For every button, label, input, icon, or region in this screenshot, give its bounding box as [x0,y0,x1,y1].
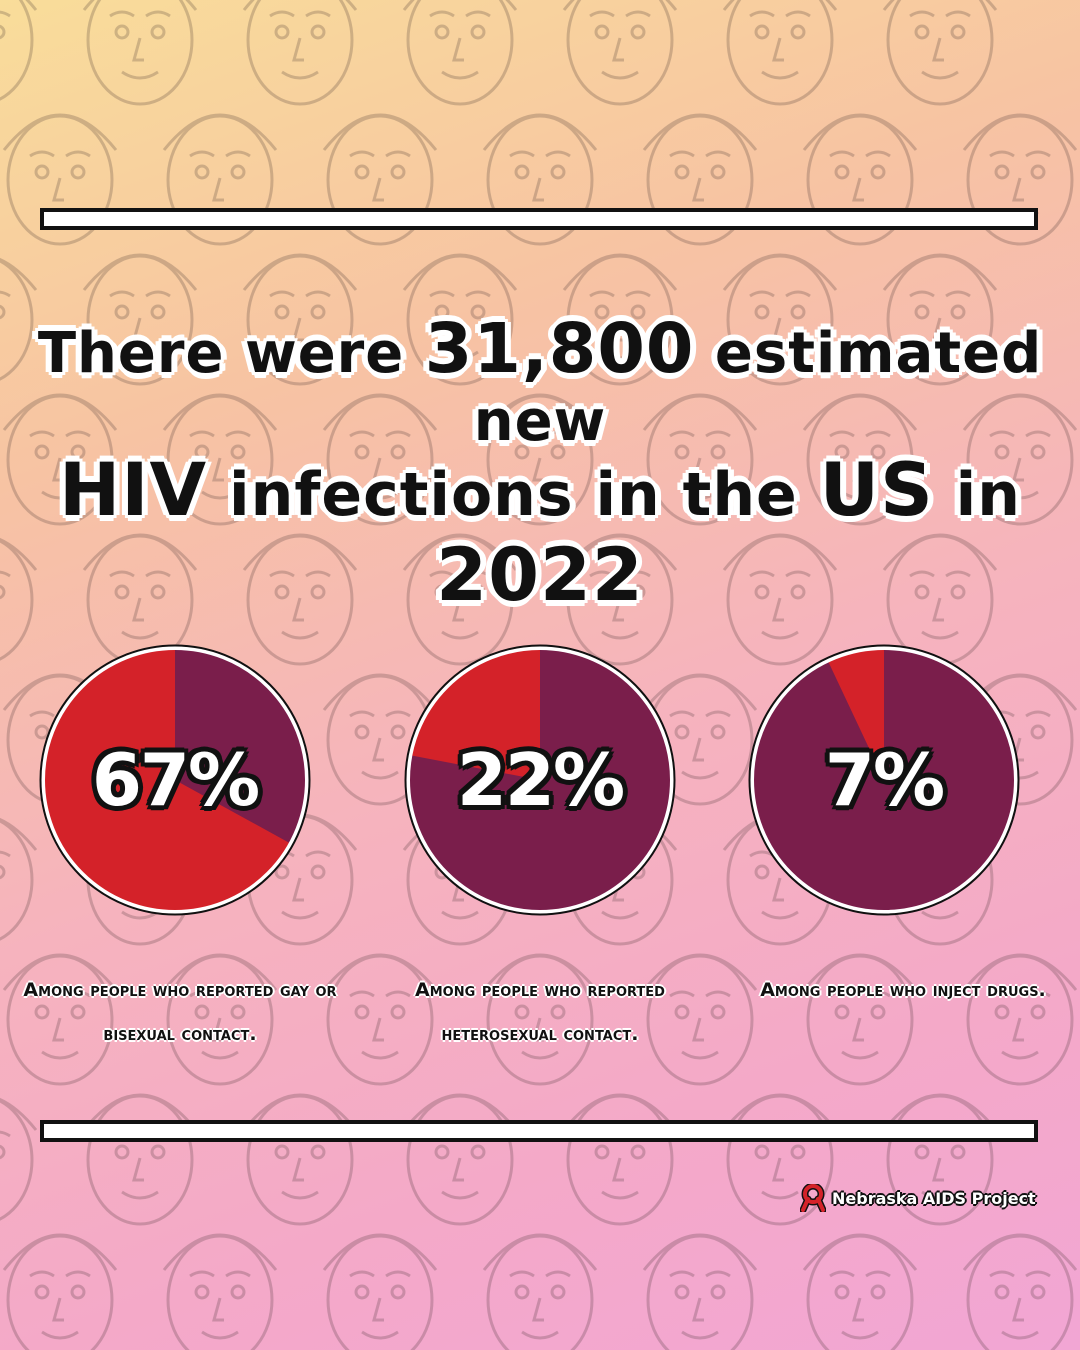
doodle-face [242,1093,358,1226]
pie-chart-2: 22% [403,643,677,917]
pie-slice-highlight-2 [410,648,540,780]
doodle-face [322,1233,438,1350]
pie-chart-3: 7% [747,643,1021,917]
doodle-face [242,253,358,386]
doodle-face [562,1093,678,1226]
doodle-face [722,0,838,106]
doodle-face [0,0,38,101]
pie-svg-3 [748,644,1020,916]
doodle-face [882,0,998,106]
headline-line-2: HIV infections in the US in 2022 [0,448,1080,618]
doodle-face [482,953,598,1086]
doodle-face [0,1097,38,1221]
doodle-face [82,253,198,386]
doodle-face [482,393,598,526]
doodle-face [882,253,998,386]
doodle-face [0,817,38,941]
doodle-face [802,393,918,526]
doodle-face [322,953,438,1086]
caption-1: Among people who reported gay or bisexua… [0,968,360,1056]
doodle-face [162,113,278,246]
doodle-face [962,953,1078,1086]
caption-1-line-1: Among people who reported gay or [23,979,337,1001]
caption-3-line-1: Among people who inject drugs. [760,979,1046,1001]
headline-text-2: estimated new [473,321,1043,454]
doodle-face [82,0,198,106]
pie-ring-outer-2 [404,644,676,916]
pie-chart-1: 67% [38,643,312,917]
headline-text-1: There were [37,321,405,386]
doodle-face [722,533,838,666]
pie-ring-outer-1 [39,644,311,916]
caption-2-line-1: Among people who reported [415,979,665,1001]
red-ribbon-icon [800,1184,826,1212]
pie-slice-highlight-3 [827,648,884,780]
pie-ring-inner-3 [750,646,1018,914]
pie-ring-inner-1 [41,646,309,914]
doodle-face [2,1233,118,1350]
headline-us: US [819,448,934,533]
doodle-face [0,537,38,661]
pie-svg-2 [404,644,676,916]
doodle-face [82,533,198,666]
headline-number: 31,800 [424,310,695,389]
doodle-face [802,1233,918,1350]
doodle-face [82,1093,198,1226]
caption-2: Among people who reported heterosexual c… [372,968,708,1056]
doodle-face [322,673,438,806]
doodle-face [402,253,518,386]
doodle-face [722,253,838,386]
doodle-face [242,533,358,666]
doodle-face [162,1233,278,1350]
doodle-face [562,533,678,666]
doodle-face [322,113,438,246]
doodle-face [562,253,678,386]
nebraska-aids-project-logo: Nebraska AIDS Project [800,1184,1036,1212]
headline-text-3: infections in the [229,460,798,530]
doodle-face [642,393,758,526]
doodle-face [642,953,758,1086]
doodle-face [242,0,358,106]
doodle-face [562,0,678,106]
doodle-face [642,1233,758,1350]
bottom-divider-bar [40,1120,1038,1142]
caption-1-line-2: bisexual contact. [103,1023,257,1045]
doodle-face [162,393,278,526]
doodle-face [962,393,1078,526]
doodle-face [402,533,518,666]
headline-text-4: in [955,460,1021,530]
doodle-face [802,953,918,1086]
headline-year: 2022 [436,533,644,618]
doodle-face [322,393,438,526]
logo-text: Nebraska AIDS Project [832,1188,1036,1208]
doodle-face [962,1233,1078,1350]
doodle-face [2,953,118,1086]
pie-percent-3: 7% [824,738,945,822]
headline-hiv: HIV [59,448,208,533]
doodle-face [0,257,38,381]
caption-3: Among people who inject drugs. [730,968,1076,1012]
pie-ring-inner-2 [406,646,674,914]
pie-ring-outer-3 [748,644,1020,916]
doodle-face [722,1093,838,1226]
headline-line-1: There were 31,800 estimated new [0,310,1080,454]
pie-percent-2: 22% [456,738,625,822]
doodle-face [2,393,118,526]
doodle-face [402,0,518,106]
caption-2-line-2: heterosexual contact. [441,1023,639,1045]
doodle-face [482,1233,598,1350]
doodle-face [402,1093,518,1226]
doodle-face [162,953,278,1086]
pie-svg-1 [39,644,311,916]
top-divider-bar [40,208,1038,230]
pie-percent-1: 67% [91,738,260,822]
pie-slice-highlight-1 [43,648,291,912]
